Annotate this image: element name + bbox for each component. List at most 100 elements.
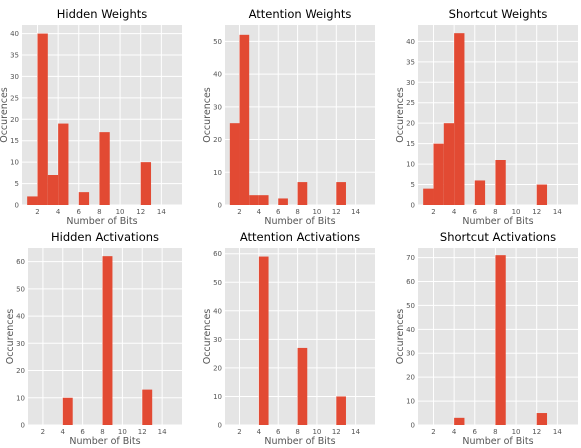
bar <box>142 389 153 425</box>
x-tick-label: 8 <box>295 428 299 436</box>
chart-title: Shortcut Weights <box>449 7 548 21</box>
y-tick-label: 20 <box>213 364 222 372</box>
bar <box>336 396 346 425</box>
bar <box>140 162 152 205</box>
chart-title: Hidden Weights <box>57 7 148 21</box>
y-tick-label: 10 <box>406 161 415 169</box>
y-tick-label: 50 <box>16 285 25 293</box>
y-tick-label: 10 <box>213 169 222 177</box>
x-axis-label: Number of Bits <box>66 216 137 227</box>
x-tick-label: 8 <box>295 208 299 216</box>
x-tick-label: 2 <box>237 428 241 436</box>
x-tick-label: 14 <box>553 208 562 216</box>
x-tick-label: 12 <box>138 428 147 436</box>
x-tick-label: 10 <box>512 428 521 436</box>
chart-title: Attention Weights <box>249 7 352 21</box>
y-tick-label: 40 <box>16 313 25 321</box>
x-tick-label: 6 <box>77 208 82 216</box>
y-tick-label: 0 <box>218 422 222 430</box>
x-tick-label: 12 <box>332 428 341 436</box>
bar <box>297 347 308 425</box>
x-tick-label: 8 <box>97 208 101 216</box>
bar <box>495 255 506 425</box>
x-axis-label: Number of Bits <box>264 436 335 447</box>
y-tick-label: 20 <box>10 116 19 124</box>
x-axis-label: Number of Bits <box>462 436 533 447</box>
y-axis-label: Occurences <box>202 309 213 365</box>
y-tick-label: 30 <box>213 336 222 344</box>
y-axis-label: Occurences <box>395 87 406 143</box>
bar <box>495 160 506 205</box>
x-tick-label: 14 <box>553 428 562 436</box>
x-tick-label: 10 <box>512 208 521 216</box>
y-tick-label: 35 <box>406 58 415 66</box>
y-tick-label: 40 <box>213 71 222 79</box>
x-axis-label: Number of Bits <box>264 216 335 227</box>
bar <box>258 256 269 425</box>
chart-panel: 2 4 6 8 10 12 14 0 10 20 30 40 50 Attention Weights Nu… <box>202 7 375 227</box>
y-tick-label: 60 <box>16 258 25 266</box>
x-tick-label: 8 <box>493 428 497 436</box>
y-axis-label: Occurences <box>0 87 10 143</box>
bar <box>443 123 455 205</box>
bar <box>249 195 259 205</box>
chart-title: Shortcut Activations <box>440 230 556 244</box>
x-tick-label: 6 <box>276 428 281 436</box>
y-tick-label: 20 <box>213 136 222 144</box>
bar <box>278 198 288 205</box>
chart-panel: 2 4 6 8 10 12 14 0 10 20 30 40 50 60 70 Shortcut Activa… <box>395 230 578 447</box>
y-tick-label: 60 <box>406 278 415 286</box>
x-tick-label: 6 <box>473 428 478 436</box>
y-tick-label: 20 <box>16 367 25 375</box>
y-tick-label: 40 <box>213 307 222 315</box>
y-tick-label: 15 <box>10 137 19 145</box>
x-tick-label: 12 <box>332 208 341 216</box>
x-tick-label: 14 <box>157 208 166 216</box>
y-tick-label: 40 <box>10 30 19 38</box>
y-tick-label: 30 <box>213 103 222 111</box>
chart-title: Hidden Activations <box>51 230 159 244</box>
x-tick-label: 6 <box>276 208 281 216</box>
y-tick-label: 0 <box>411 422 415 430</box>
y-tick-label: 25 <box>10 94 19 102</box>
y-tick-label: 50 <box>213 279 222 287</box>
x-tick-label: 2 <box>431 428 435 436</box>
x-tick-label: 4 <box>61 428 66 436</box>
y-tick-label: 30 <box>16 340 25 348</box>
y-tick-label: 5 <box>411 181 415 189</box>
bar <box>37 33 48 206</box>
bar <box>62 397 73 425</box>
bar <box>433 143 444 205</box>
x-tick-label: 4 <box>56 208 61 216</box>
bar <box>47 175 59 205</box>
y-tick-label: 0 <box>411 202 415 210</box>
y-tick-label: 0 <box>218 202 222 210</box>
y-tick-label: 50 <box>213 38 222 46</box>
y-tick-label: 30 <box>406 79 415 87</box>
y-tick-label: 10 <box>10 159 19 167</box>
plot-area <box>225 25 375 205</box>
x-tick-label: 14 <box>351 208 360 216</box>
bar <box>297 182 308 205</box>
x-tick-label: 10 <box>118 428 127 436</box>
bar <box>536 413 548 425</box>
y-tick-label: 5 <box>15 180 19 188</box>
x-tick-label: 2 <box>431 208 435 216</box>
bar <box>78 192 90 205</box>
x-tick-label: 2 <box>35 208 39 216</box>
bar <box>258 195 269 205</box>
x-tick-label: 2 <box>237 208 241 216</box>
x-tick-label: 8 <box>493 208 497 216</box>
bar <box>423 188 434 205</box>
y-tick-label: 10 <box>16 394 25 402</box>
chart-panel: 2 4 6 8 10 12 14 0 5 10 15 20 25 30 35 40 Shortcut Weigh… <box>395 7 578 227</box>
y-tick-label: 30 <box>406 350 415 358</box>
bar <box>454 33 465 205</box>
x-tick-label: 12 <box>532 428 541 436</box>
y-tick-label: 40 <box>406 38 415 46</box>
y-tick-label: 25 <box>406 99 415 107</box>
y-axis-label: Occurences <box>5 309 16 365</box>
y-tick-label: 15 <box>406 140 415 148</box>
y-tick-label: 20 <box>406 374 415 382</box>
